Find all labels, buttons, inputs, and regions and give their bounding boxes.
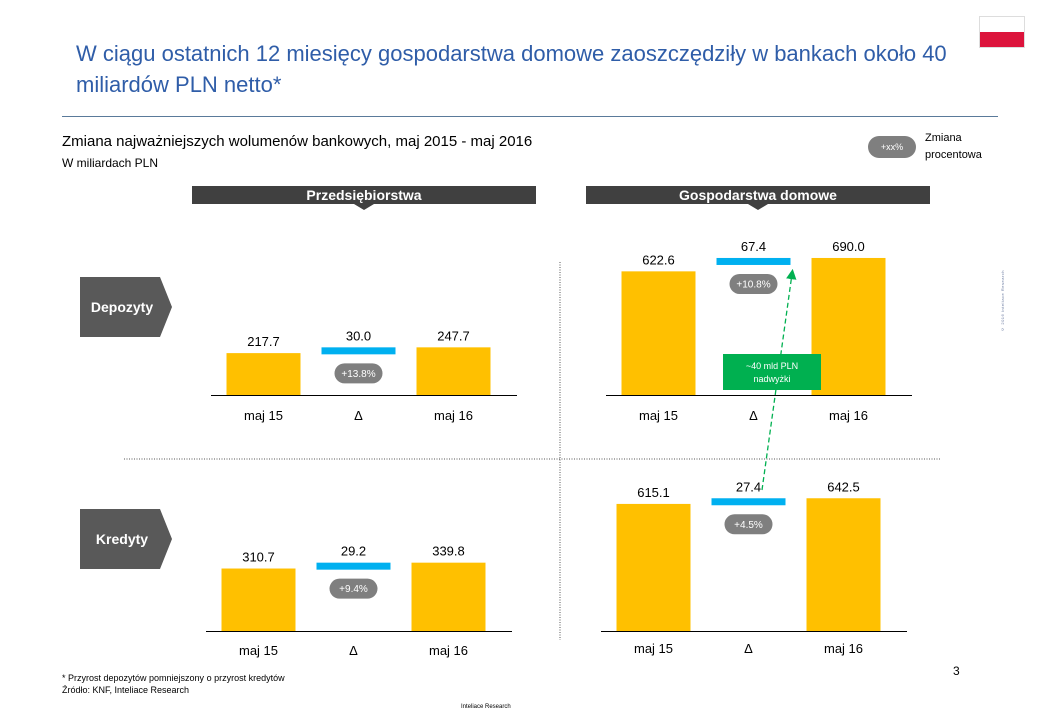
legend-label: Zmiana procentowa [925,132,982,161]
page-number: 3 [953,664,960,678]
column-header-2 [586,186,930,210]
category-label-1-1: maj 15 [244,408,283,423]
category-label-3-2: Δ [349,643,358,658]
value-label-3-2: 29.2 [341,544,366,559]
page-title: W ciągu ostatnich 12 miesięcy gospodarst… [76,41,947,97]
bar-2-1 [621,271,696,395]
change-pill-2 [729,273,778,294]
bar-4-3 [806,498,881,631]
footnote-text: * Przyrost depozytów pomniejszony o przy… [62,673,285,683]
change-label-1: +13.8% [341,369,375,380]
row-label-box-1 [80,277,172,337]
category-label-2-2: Δ [749,408,758,423]
delta-bar-4-2 [711,498,786,506]
change-pill-1 [334,363,383,384]
source-text: Źródło: KNF, Inteliace Research [62,685,190,695]
category-label-3-1: maj 15 [239,643,278,658]
bottom-credit: Inteliace Research [461,704,511,710]
category-label-1-2: Δ [354,408,363,423]
category-label-4-1: maj 15 [634,641,673,656]
bar-2-3 [811,257,886,395]
value-label-2-3: 690.0 [832,239,865,254]
bar-3-1 [221,568,296,631]
category-label-3-3: maj 16 [429,643,468,658]
category-label-2-3: maj 16 [829,408,868,423]
value-label-1-3: 247.7 [437,328,470,343]
delta-bar-1-2 [321,347,396,355]
chart-subtitle: Zmiana najważniejszych wolumenów bankowy… [62,133,533,150]
value-label-4-2: 27.4 [736,479,761,494]
row-label-1: Depozyty [91,299,153,315]
bar-4-1 [616,503,691,631]
value-label-3-3: 339.8 [432,544,465,559]
annotation-box [723,354,821,390]
change-pill-3 [329,578,378,599]
change-label-4: +4.5% [734,520,763,531]
value-label-2-2: 67.4 [741,239,766,254]
delta-bar-2-2 [716,257,791,265]
value-label-2-1: 622.6 [642,252,675,267]
change-pill-4 [724,514,773,535]
category-label-2-1: maj 15 [639,408,678,423]
units-label: W miliardach PLN [62,156,159,170]
value-label-1-1: 217.7 [247,334,280,349]
title-divider [62,116,998,117]
row-label-box-2 [80,509,172,569]
row-label-2: Kredyty [96,531,148,547]
value-label-1-2: 30.0 [346,328,371,343]
change-label-2: +10.8% [736,279,770,290]
delta-bar-3-2 [316,562,391,570]
category-label-4-3: maj 16 [824,641,863,656]
value-label-4-3: 642.5 [827,479,860,494]
column-header-label-1: Przedsiębiorstwa [306,187,421,203]
poland-flag-icon [979,16,1025,48]
annotation-text-line-2: nadwyżki [753,374,790,384]
side-copyright: © 2016 Inteliace Research [1000,270,1005,332]
change-label-3: +9.4% [339,584,368,595]
value-label-4-1: 615.1 [637,485,670,500]
bar-1-3 [416,347,491,395]
column-header-label-2: Gospodarstwa domowe [679,187,837,203]
category-label-4-2: Δ [744,641,753,656]
column-header-1 [192,186,536,210]
annotation-text-line-1: ~40 mld PLN [746,361,798,371]
footnotes: * Przyrost depozytów pomniejszony o przy… [62,672,285,696]
bar-3-3 [411,562,486,631]
annotation-arrow [761,268,797,491]
bar-1-1 [226,353,301,395]
category-label-1-3: maj 16 [434,408,473,423]
legend-pill: +xx% [868,136,916,158]
value-label-3-1: 310.7 [242,550,275,565]
